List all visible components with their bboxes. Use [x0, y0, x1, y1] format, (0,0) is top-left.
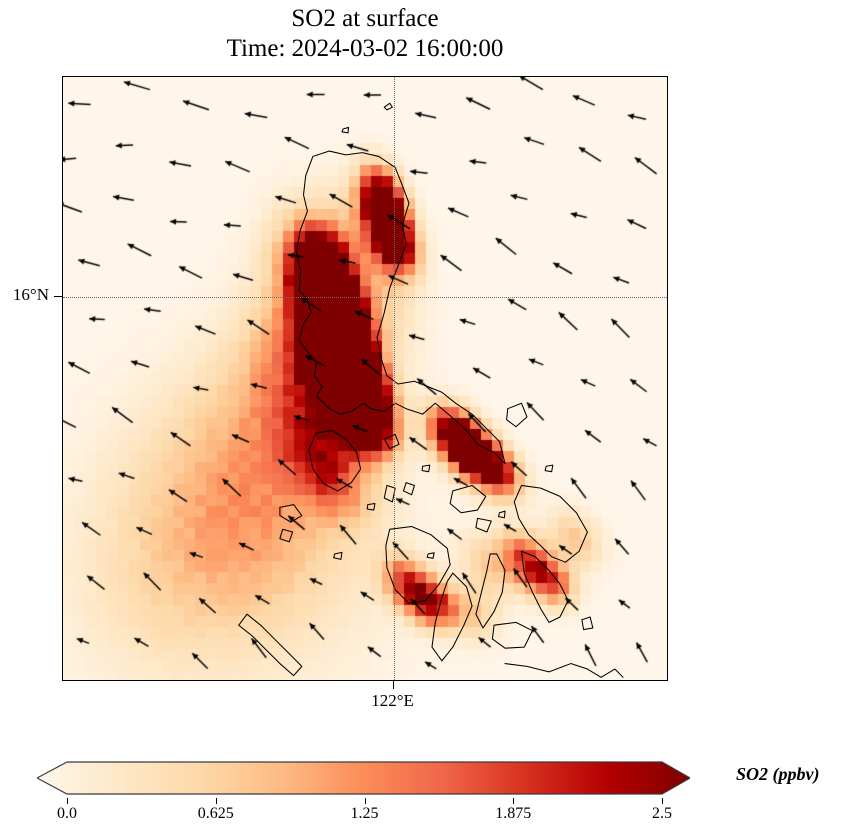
- y-axis-tick: [54, 296, 62, 297]
- colorbar-tick: [513, 798, 515, 804]
- colorbar-tick: [662, 798, 663, 804]
- colorbar-gradient: [37, 761, 690, 795]
- x-axis-tick: [392, 681, 394, 689]
- colorbar[interactable]: 0.0 0.625 1.25 1.875 2.5: [37, 758, 690, 822]
- colorbar-tick: [215, 798, 217, 804]
- colorbar-tick-label: 0.625: [197, 805, 234, 822]
- gridline-longitude: [393, 77, 395, 680]
- map-clip-region: [63, 77, 667, 680]
- colorbar-axis-label: SO2 (ppbv): [736, 764, 820, 784]
- chart-title-block: SO2 at surface Time: 2024-03-02 16:00:00: [0, 4, 730, 63]
- colorbar-tick: [364, 798, 366, 804]
- map-axes: [62, 76, 668, 681]
- colorbar-tick-label: 2.5: [652, 805, 672, 822]
- wind-vector-layer: [63, 77, 667, 680]
- colorbar-tick-label: 1.875: [495, 805, 532, 822]
- chart-subtitle: Time: 2024-03-02 16:00:00: [226, 34, 504, 62]
- colorbar-tick-label: 0.0: [57, 805, 77, 822]
- x-axis-tick-label: 122°E: [371, 691, 414, 710]
- colorbar-tick-label: 1.25: [350, 805, 379, 822]
- gridline-latitude: [63, 297, 667, 298]
- chart-title: SO2 at surface: [291, 5, 439, 32]
- colorbar-tick: [67, 798, 68, 804]
- y-axis-tick-label: 16°N: [12, 285, 49, 304]
